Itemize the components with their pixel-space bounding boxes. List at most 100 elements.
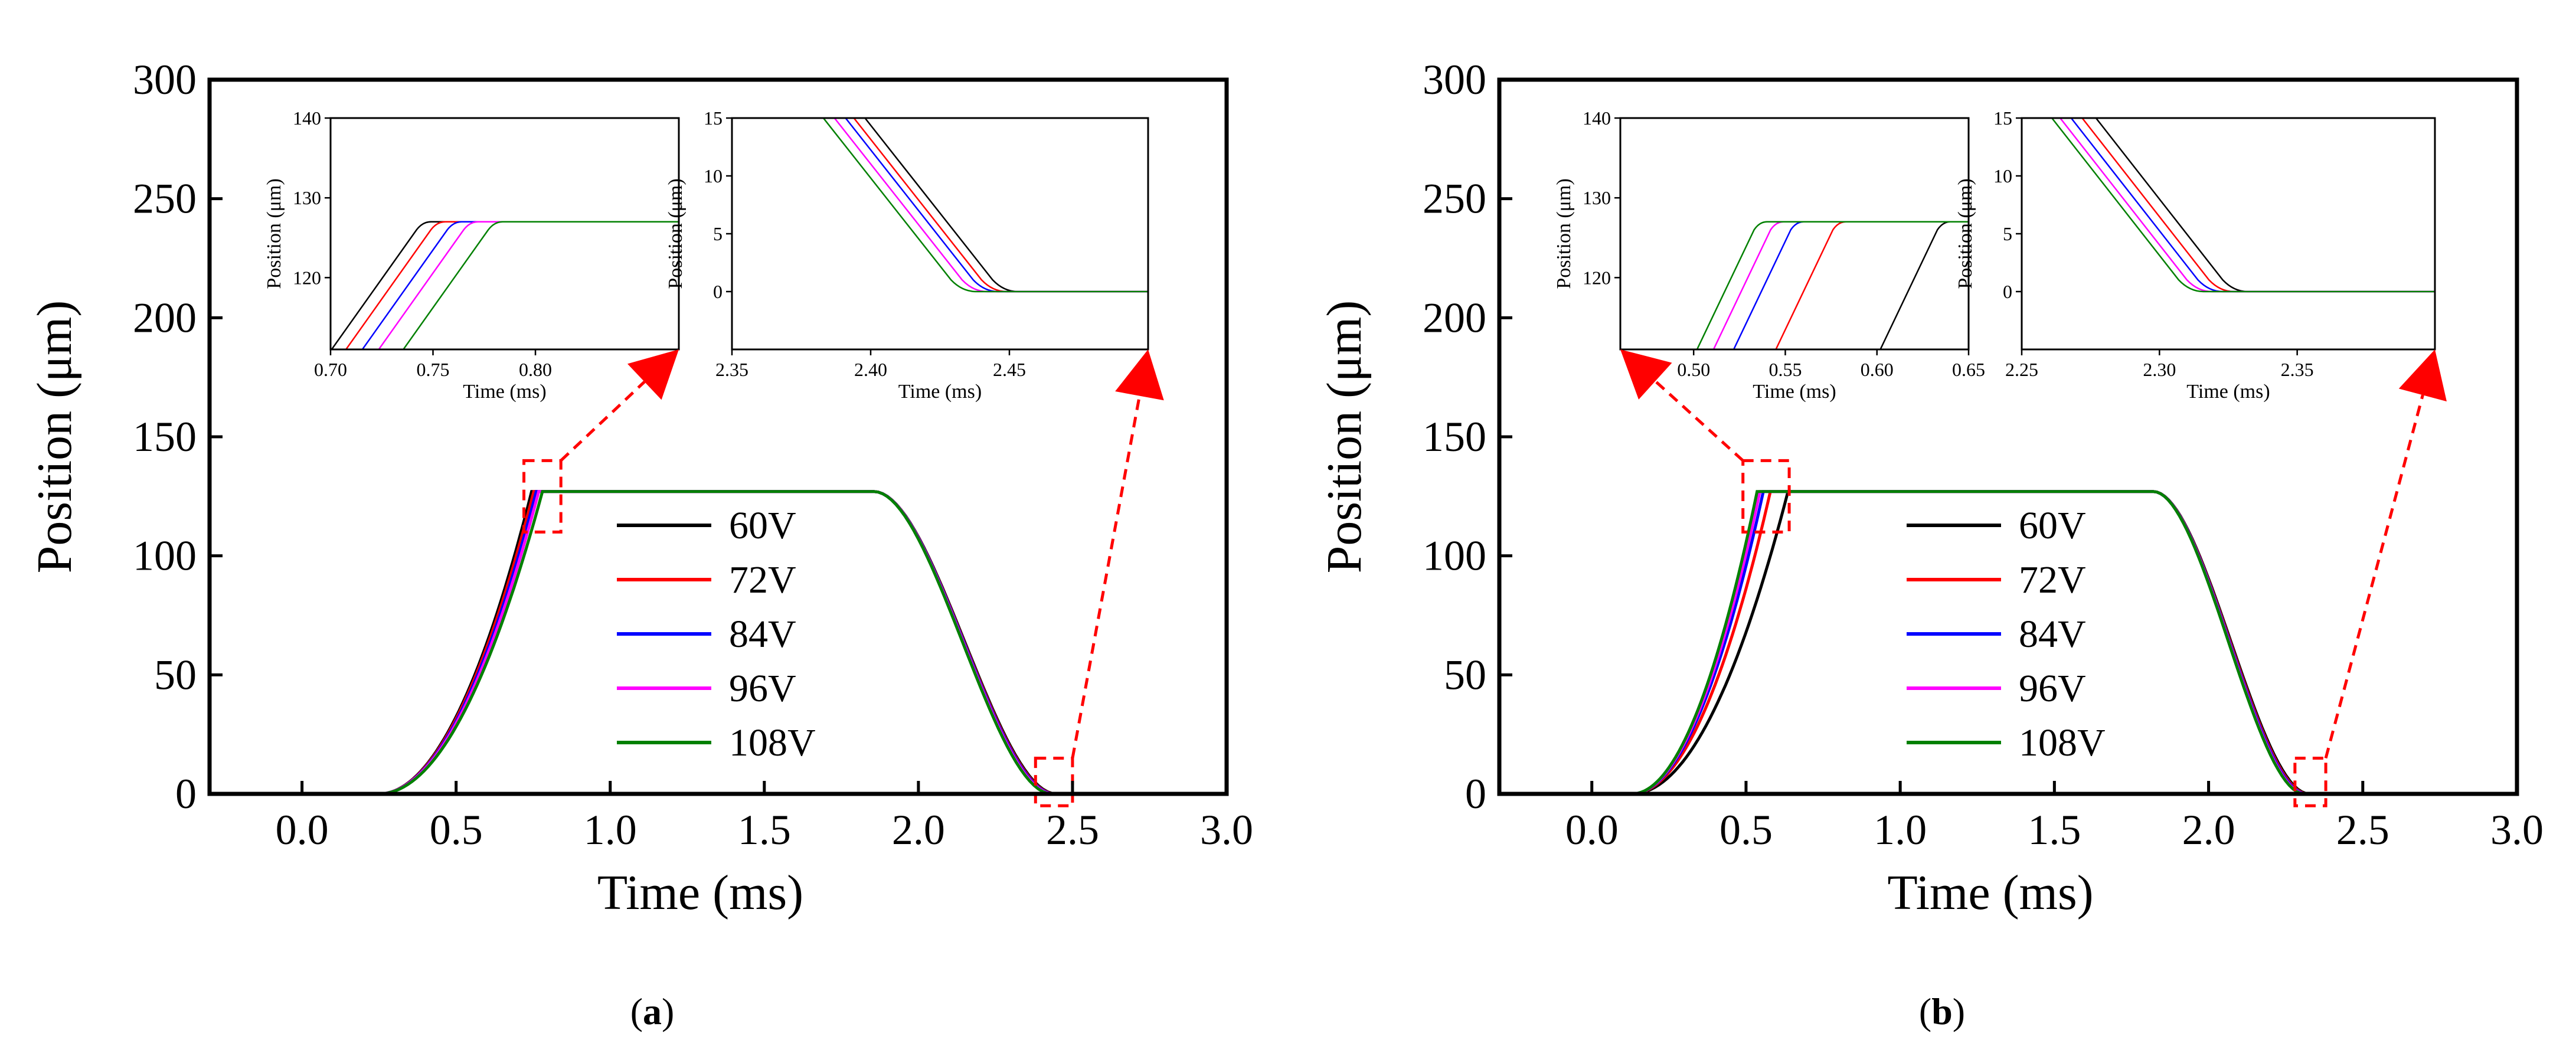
arrow-shaft [560, 381, 646, 462]
series-line-84V [1591, 490, 2394, 796]
inset-x-tick-label: 2.35 [2281, 359, 2314, 380]
legend-label: 108V [729, 721, 816, 764]
inset-line-60V [2095, 118, 2435, 293]
arrow-head [2398, 349, 2447, 402]
zoom-box-1 [522, 459, 563, 534]
inset-x-tick-label: 2.30 [2143, 359, 2176, 380]
inset-line-108V [2051, 118, 2435, 293]
series-line-96V [1591, 490, 2394, 796]
inset-lines [331, 221, 679, 349]
series-line-96V [302, 490, 1104, 796]
inset-line-72V [2081, 118, 2435, 293]
y-tick-label: 250 [1423, 175, 1486, 223]
inset-y-tick-label: 0 [713, 281, 723, 302]
inset-line-60V [331, 221, 679, 349]
x-tick-label: 0.0 [276, 806, 329, 853]
legend-label: 96V [2019, 667, 2086, 710]
arrow-shaft [1654, 380, 1744, 462]
inset-line-60V [864, 118, 1148, 293]
inset-frame [329, 117, 680, 351]
inset-y-tick-label: 0 [2003, 281, 2012, 302]
inset-x-axis-label: Time (ms) [2186, 381, 2270, 403]
caption-close: ) [662, 990, 674, 1032]
inset-x-tick-label: 0.65 [1952, 359, 1985, 380]
y-axis-label: Position (μm) [27, 300, 82, 574]
y-tick-label: 300 [133, 56, 197, 103]
series-line-60V [302, 490, 1104, 796]
inset-y-tick-label: 10 [704, 165, 723, 187]
inset-x-tick-label: 2.40 [854, 359, 887, 380]
legend: 60V 72V 84V 96V 108V [617, 504, 816, 764]
inset-line-108V [402, 221, 679, 349]
inset-y-tick-label: 15 [704, 107, 723, 129]
inset-line-72V [852, 118, 1148, 293]
arrow-head [1620, 349, 1672, 400]
x-tick-label: 1.5 [738, 806, 791, 853]
inset-line-84V [844, 118, 1148, 293]
inset-line-84V [1732, 221, 1969, 349]
x-tick-label: 2.0 [892, 806, 945, 853]
inset-y-axis-label: Position (μm) [263, 178, 285, 289]
zoom-box-2 [2293, 757, 2327, 807]
legend: 60V 72V 84V 96V 108V [1907, 504, 2106, 764]
y-tick-label: 300 [1423, 56, 1486, 103]
caption-letter: a [643, 990, 662, 1032]
series-line-108V [1591, 490, 2394, 796]
inset-frame [1619, 117, 1970, 351]
y-tick-label: 0 [1465, 770, 1486, 817]
arrow-shaft [1071, 395, 1141, 758]
panel-caption: (b) [1919, 990, 1965, 1032]
series-line-60V [1591, 490, 2394, 796]
y-tick-label: 200 [133, 294, 197, 341]
x-tick-label: 0.0 [1565, 806, 1619, 853]
x-tick-label: 2.0 [2182, 806, 2235, 853]
zoom-box-2 [1034, 757, 1074, 807]
y-axis-label: Position (μm) [1317, 300, 1372, 574]
caption-letter: b [1931, 990, 1953, 1032]
x-tick-label: 3.0 [2490, 806, 2544, 853]
legend-label: 72V [2019, 558, 2086, 601]
inset-line-96V [1712, 221, 1969, 349]
arrow-shaft [2324, 394, 2424, 759]
legend-label: 60V [729, 504, 796, 547]
series-line-84V [302, 490, 1104, 796]
inset-y-tick-label: 120 [293, 267, 321, 288]
zoom-arrow-2 [1071, 349, 1164, 758]
y-tick-label: 0 [175, 770, 197, 817]
x-tick-label: 1.5 [2028, 806, 2081, 853]
zoom-box-1 [1741, 459, 1791, 534]
inset-y-tick-label: 140 [1583, 107, 1611, 129]
inset-x-axis-label: Time (ms) [898, 381, 982, 403]
inset-line-72V [1775, 221, 1969, 349]
x-tick-label: 3.0 [1200, 806, 1253, 853]
inset-y-tick-label: 5 [713, 223, 723, 244]
y-tick-label: 100 [133, 532, 197, 580]
y-tick-label: 150 [1423, 413, 1486, 460]
inset-lines [1696, 221, 1969, 349]
y-tick-label: 250 [133, 175, 197, 223]
caption-close: ) [1953, 990, 1965, 1032]
y-tick-label: 100 [1423, 532, 1486, 580]
inset-y-axis-label: Position (μm) [1553, 178, 1575, 289]
legend-label: 84V [729, 613, 796, 656]
chart-panel-a: 0.0 0.5 1.0 1.5 2.0 2.5 3.0050100150200250300T… [27, 56, 1253, 1032]
x-tick-label: 0.5 [1719, 806, 1773, 853]
y-tick-label: 200 [1423, 294, 1486, 341]
inset-lines [2051, 118, 2435, 293]
legend-label: 84V [2019, 613, 2086, 656]
inset-x-tick-label: 2.25 [2005, 359, 2038, 380]
x-axis-label: Time (ms) [1887, 865, 2093, 920]
inset-line-108V [1696, 221, 1969, 349]
legend-label: 108V [2019, 721, 2106, 764]
arrow-head [1115, 349, 1164, 401]
x-tick-label: 2.5 [1046, 806, 1099, 853]
caption-open: ( [630, 990, 643, 1032]
series-lines [302, 490, 1104, 796]
y-tick-label: 50 [1444, 651, 1486, 698]
inset-x-tick-label: 2.35 [715, 359, 748, 380]
caption-open: ( [1919, 990, 1931, 1032]
series-line-72V [302, 490, 1104, 796]
inset-x-tick-label: 0.60 [1861, 359, 1894, 380]
x-tick-label: 1.0 [584, 806, 637, 853]
